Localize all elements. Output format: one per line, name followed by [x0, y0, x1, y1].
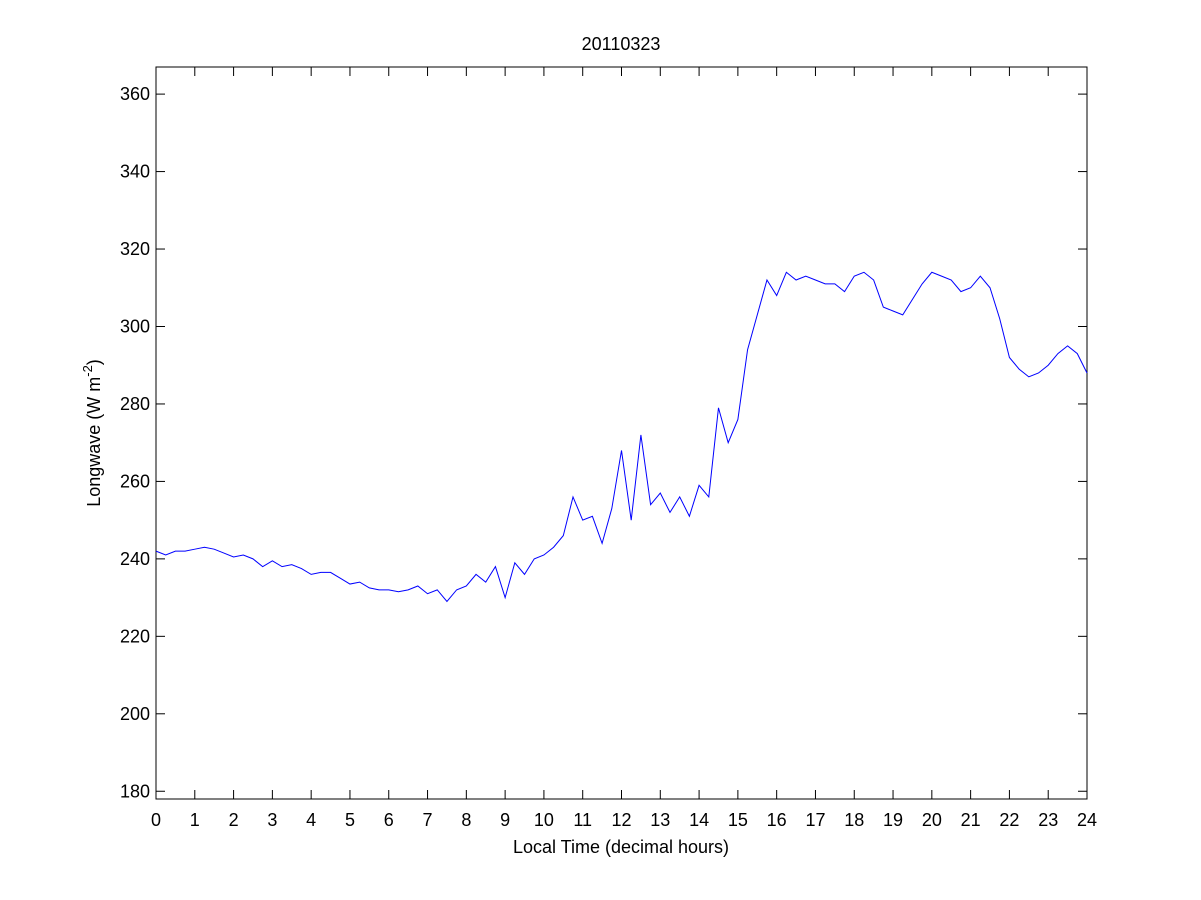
x-tick-label: 4: [306, 810, 316, 830]
y-tick-label: 260: [120, 471, 150, 491]
y-tick-label: 340: [120, 162, 150, 182]
x-tick-label: 22: [999, 810, 1019, 830]
y-tick-label: 220: [120, 626, 150, 646]
x-tick-label: 7: [423, 810, 433, 830]
x-tick-label: 6: [384, 810, 394, 830]
y-axis-label-sup: -2: [80, 365, 95, 377]
y-axis-label-end: ): [84, 359, 104, 365]
x-tick-label: 5: [345, 810, 355, 830]
x-tick-label: 9: [500, 810, 510, 830]
y-tick-label: 240: [120, 549, 150, 569]
y-tick-label: 280: [120, 394, 150, 414]
x-tick-label: 16: [767, 810, 787, 830]
x-tick-label: 18: [844, 810, 864, 830]
x-tick-label: 17: [805, 810, 825, 830]
x-tick-label: 3: [267, 810, 277, 830]
y-axis-label: Longwave (W m-2): [80, 359, 104, 507]
x-tick-label: 8: [461, 810, 471, 830]
x-tick-label: 14: [689, 810, 709, 830]
x-tick-label: 21: [961, 810, 981, 830]
x-tick-label: 10: [534, 810, 554, 830]
x-tick-label: 11: [573, 810, 592, 830]
y-tick-label: 200: [120, 704, 150, 724]
x-tick-label: 24: [1077, 810, 1097, 830]
x-tick-label: 13: [650, 810, 670, 830]
y-axis-label-main: Longwave (W m: [84, 377, 104, 507]
x-tick-label: 15: [728, 810, 748, 830]
chart-title: 20110323: [582, 34, 661, 54]
data-line: [155, 271, 1088, 603]
x-tick-label: 20: [922, 810, 942, 830]
x-tick-label: 0: [151, 810, 161, 830]
y-tick-label: 320: [120, 239, 150, 259]
x-tick-label: 12: [611, 810, 631, 830]
x-tick-label: 23: [1038, 810, 1058, 830]
y-tick-label: 180: [120, 781, 150, 801]
x-axis-label: Local Time (decimal hours): [513, 837, 729, 857]
x-tick-label: 19: [883, 810, 903, 830]
y-tick-label: 360: [120, 84, 150, 104]
x-tick-label: 1: [190, 810, 200, 830]
y-tick-label: 300: [120, 316, 150, 336]
x-tick-label: 2: [229, 810, 239, 830]
